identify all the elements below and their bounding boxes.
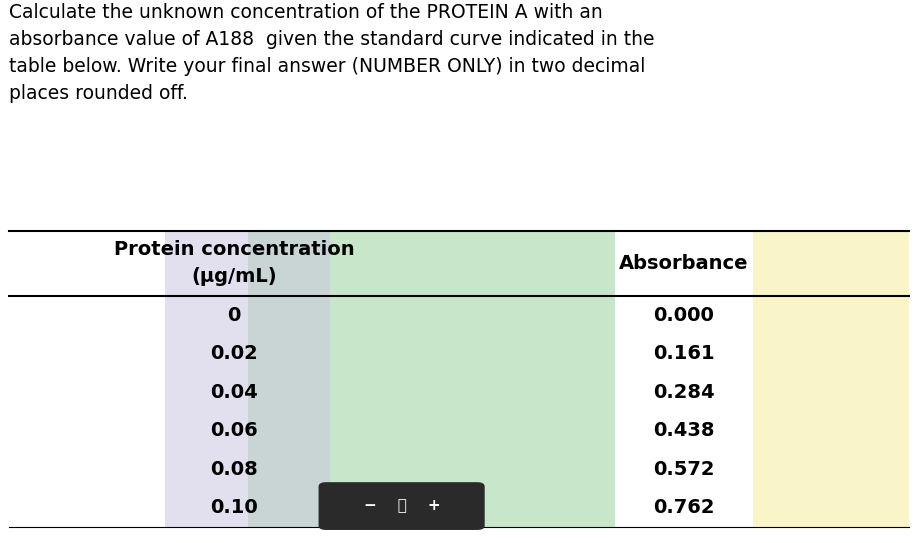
- Bar: [753, 231, 909, 527]
- Text: 0.161: 0.161: [653, 344, 715, 363]
- Text: (µg/mL): (µg/mL): [191, 268, 277, 286]
- Bar: [248, 231, 615, 527]
- Text: 0.08: 0.08: [210, 459, 258, 478]
- Bar: [165, 231, 330, 527]
- Text: 0.10: 0.10: [210, 498, 258, 517]
- Text: 0.06: 0.06: [210, 421, 258, 440]
- Text: 0.04: 0.04: [210, 383, 258, 402]
- Text: 0.572: 0.572: [654, 459, 714, 478]
- Text: 0.438: 0.438: [654, 421, 714, 440]
- Text: Protein concentration: Protein concentration: [114, 241, 354, 259]
- Text: 0.284: 0.284: [653, 383, 715, 402]
- Text: 0.762: 0.762: [654, 498, 714, 517]
- Text: Calculate the unknown concentration of the PROTEIN A with an
absorbance value of: Calculate the unknown concentration of t…: [9, 3, 655, 104]
- Text: 0.02: 0.02: [210, 344, 258, 363]
- Text: −    ⌕    +: − ⌕ +: [364, 498, 441, 514]
- FancyBboxPatch shape: [319, 482, 485, 530]
- Text: 0.000: 0.000: [654, 306, 714, 325]
- Text: 0: 0: [228, 306, 241, 325]
- Text: Absorbance: Absorbance: [619, 254, 749, 273]
